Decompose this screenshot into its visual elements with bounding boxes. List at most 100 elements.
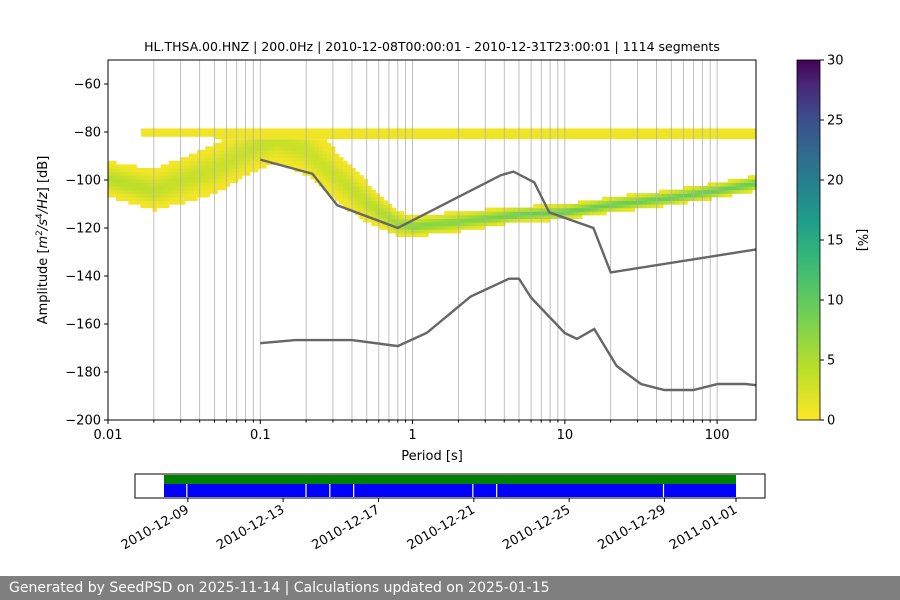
- heatmap-cell: [415, 225, 421, 230]
- heatmap-cell: [658, 204, 664, 209]
- heatmap-cell: [193, 186, 198, 191]
- heatmap-cell: [314, 146, 320, 151]
- heatmap-cell: [140, 204, 146, 209]
- heatmap-cell: [152, 168, 158, 173]
- heatmap-cell: [436, 225, 441, 230]
- heatmap-cell: [241, 168, 247, 173]
- heatmap-cell: [326, 189, 332, 194]
- heatmap-cell: [363, 189, 368, 194]
- heatmap-cell: [144, 171, 150, 176]
- heatmap-cell: [521, 218, 526, 223]
- heatmap-cell: [233, 139, 239, 144]
- heatmap-cell: [468, 214, 474, 219]
- heatmap-cell: [221, 164, 227, 169]
- heatmap-cell: [444, 225, 449, 230]
- heatmap-cell: [172, 200, 178, 205]
- heatmap-cell: [363, 178, 368, 183]
- heatmap-cell: [545, 204, 551, 209]
- heatmap-cell: [359, 182, 364, 187]
- heatmap-cell: [723, 182, 729, 187]
- heatmap-cell: [148, 182, 154, 187]
- heatmap-cell: [472, 225, 478, 230]
- heatmap-cell: [270, 157, 275, 162]
- heatmap-cell: [719, 186, 725, 191]
- heatmap-cell: [172, 168, 178, 173]
- heatmap-cell: [533, 214, 538, 219]
- heatmap-cell: [342, 171, 348, 176]
- heatmap-cell: [367, 207, 372, 212]
- heatmap-cell: [642, 196, 648, 201]
- heatmap-cell: [670, 196, 676, 201]
- heatmap-cell: [480, 222, 486, 227]
- heatmap-cell: [338, 157, 344, 162]
- heatmap-cell: [557, 211, 563, 216]
- heatmap-cell: [160, 186, 166, 191]
- heatmap-cell: [334, 160, 340, 165]
- heatmap-cell: [488, 214, 494, 219]
- heatmap-cell: [209, 168, 214, 173]
- heatmap-cell: [326, 168, 332, 173]
- heatmap-cell: [727, 182, 733, 187]
- heatmap-cell: [436, 229, 441, 234]
- heatmap-cell: [589, 200, 595, 205]
- heatmap-cell: [452, 214, 457, 219]
- heatmap-cell: [537, 218, 542, 223]
- heatmap-cell: [253, 150, 259, 155]
- heatmap-cell: [160, 204, 166, 209]
- heatmap-cell: [245, 139, 251, 144]
- heatmap-cell: [735, 186, 741, 191]
- heatmap-cell: [156, 168, 162, 173]
- heatmap-cell: [265, 150, 271, 155]
- heatmap-cell: [180, 171, 186, 176]
- heatmap-cell: [488, 222, 494, 227]
- heatmap-cell: [351, 168, 356, 173]
- heatmap-cell: [747, 182, 753, 187]
- heatmap-cell: [189, 196, 194, 201]
- heatmap-cell: [265, 142, 271, 147]
- heatmap-cell: [427, 229, 433, 234]
- heatmap-cell: [241, 164, 247, 169]
- heatmap-cell: [662, 196, 668, 201]
- heatmap-cell: [225, 142, 231, 147]
- heatmap-cell: [727, 186, 733, 191]
- heatmap-cell: [338, 189, 344, 194]
- heatmap-cell: [363, 207, 368, 212]
- heatmap-cell: [318, 139, 324, 144]
- heatmap-cell: [132, 189, 137, 194]
- heatmap-cell: [488, 218, 494, 223]
- heatmap-cell: [565, 211, 571, 216]
- heatmap-cell: [346, 168, 352, 173]
- heatmap-cell: [440, 214, 445, 219]
- heatmap-cell: [108, 175, 113, 180]
- heatmap-cell: [128, 189, 133, 194]
- heatmap-cell: [351, 175, 356, 180]
- heatmap-cell: [513, 211, 518, 216]
- heatmap-cell: [180, 189, 186, 194]
- heatmap-cell: [342, 175, 348, 180]
- heatmap-cell: [577, 204, 583, 209]
- heatmap-cell: [172, 182, 178, 187]
- heatmap-cell: [221, 178, 227, 183]
- heatmap-cell: [610, 196, 615, 201]
- heatmap-cell: [108, 189, 113, 194]
- heatmap-cell: [193, 157, 198, 162]
- heatmap-cell: [419, 232, 425, 237]
- heatmap-cell: [504, 214, 510, 219]
- heatmap-cell: [144, 178, 150, 183]
- heatmap-cell: [359, 204, 364, 209]
- heatmap-cell: [545, 211, 551, 216]
- heatmap-cell: [634, 193, 640, 198]
- heatmap-cell: [594, 211, 599, 216]
- heatmap-cell: [193, 189, 198, 194]
- heatmap-cell: [168, 200, 174, 205]
- heatmap-cell: [508, 207, 514, 212]
- heatmap-cell: [132, 182, 137, 187]
- heatmap-cell: [338, 171, 344, 176]
- heatmap-cell: [168, 164, 174, 169]
- heatmap-cell: [209, 157, 214, 162]
- heatmap-cell: [452, 211, 457, 216]
- heatmap-cell: [346, 204, 352, 209]
- heatmap-cell: [193, 175, 198, 180]
- heatmap-cell: [237, 160, 243, 165]
- heatmap-cell: [427, 222, 433, 227]
